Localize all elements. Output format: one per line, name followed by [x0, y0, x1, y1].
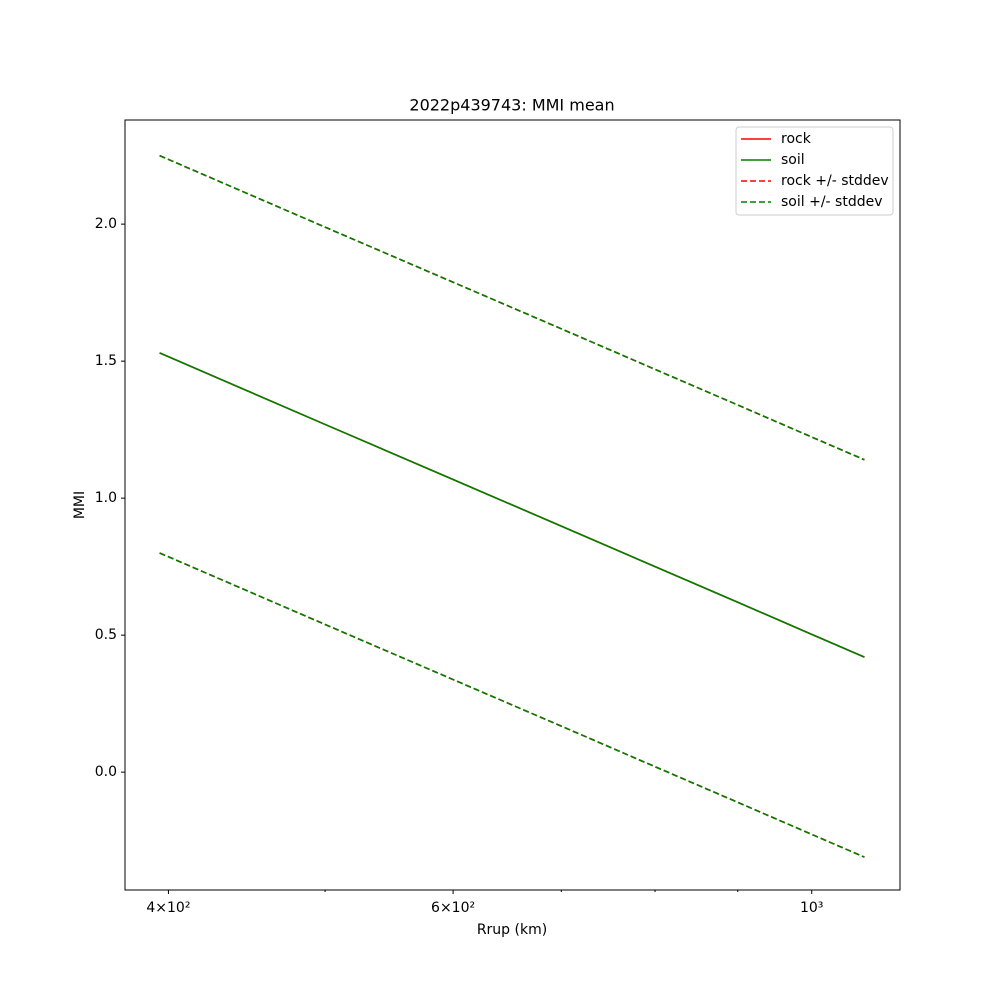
plot-frame: [124, 119, 901, 891]
stddev-line: [159, 552, 865, 858]
y-tick-label: 2.0: [95, 216, 117, 232]
x-tick-label: 6×10²: [431, 900, 475, 916]
stddev-line: [159, 154, 865, 461]
x-tick-label: 10³: [800, 900, 823, 916]
legend-box: [735, 126, 894, 216]
legend-label: rock +/- stddev: [781, 173, 889, 189]
legend-label: rock: [781, 131, 812, 147]
y-tick-label: 1.5: [95, 353, 117, 369]
legend-label: soil: [781, 152, 805, 168]
y-tick-label: 0.0: [95, 764, 117, 780]
y-axis-label: MMI: [72, 491, 88, 519]
legend-label: soil +/- stddev: [781, 194, 883, 210]
x-tick-label: 4×10²: [146, 900, 190, 916]
x-axis-label: Rrup (km): [477, 922, 547, 938]
y-tick-label: 1.0: [95, 490, 117, 506]
chart-title: 2022p439743: MMI mean: [409, 96, 614, 115]
mean-line: [159, 352, 865, 658]
y-tick-label: 0.5: [95, 627, 117, 643]
